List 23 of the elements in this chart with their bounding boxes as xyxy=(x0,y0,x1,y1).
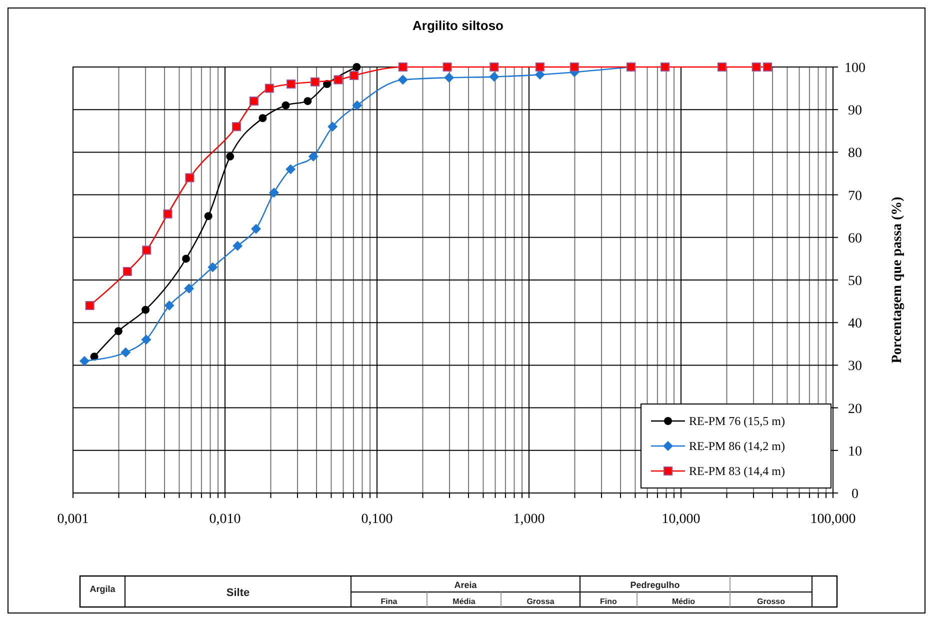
x-tick-label: 10,000 xyxy=(662,512,700,527)
y-tick-label: 100 xyxy=(844,61,866,76)
legend-label: RE-PM 86 (14,2 m) xyxy=(689,439,786,453)
x-tick-label: 0,010 xyxy=(209,512,241,527)
y-axis-title: Porcentagem que passa (%) xyxy=(890,196,905,364)
y-tick-label: 50 xyxy=(848,274,862,289)
soil-class-table: Argila Silte Areia Fina Média Grossa Pedregulho Fino Médio Grosso xyxy=(79,575,838,608)
legend-label: RE-PM 76 (15,5 m) xyxy=(689,414,786,428)
y-tick-label: 40 xyxy=(848,316,862,332)
x-tick-label: 100,000 xyxy=(810,512,856,527)
legend-label: RE-PM 83 (14,4 m) xyxy=(689,464,786,478)
y-tick-label: 90 xyxy=(848,104,862,119)
y-tick-label: 30 xyxy=(848,359,862,374)
y-tick-label: 80 xyxy=(848,146,862,162)
y-tick-label: 70 xyxy=(848,188,862,204)
y-tick-label: 10 xyxy=(848,444,862,460)
x-tick-label: 1,000 xyxy=(513,512,545,527)
x-tick-label: 0,001 xyxy=(57,512,89,527)
chart-title: Argilito siltoso xyxy=(412,18,504,33)
x-tick-label: 0,100 xyxy=(361,512,393,527)
y-tick-label: 60 xyxy=(848,231,862,246)
y-tick-label: 0 xyxy=(852,487,858,502)
y-tick-label: 20 xyxy=(848,402,862,417)
